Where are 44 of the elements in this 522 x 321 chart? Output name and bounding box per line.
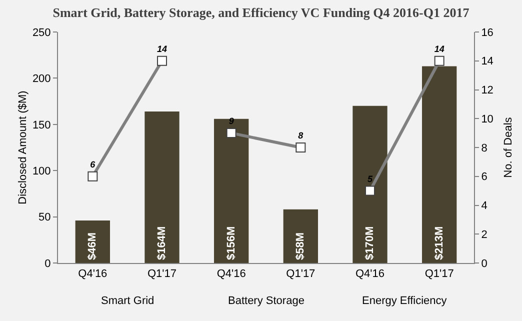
x-tick-label: Q1'17 bbox=[286, 268, 316, 280]
y2-tick-label: 12 bbox=[481, 84, 494, 97]
y2-axis-title: No. of Deals bbox=[502, 116, 514, 178]
data-label: 14 bbox=[156, 44, 168, 54]
y2-tick-label: 10 bbox=[481, 113, 494, 126]
x-tick-label: Q4'16 bbox=[78, 268, 108, 280]
y-tick-label: 150 bbox=[32, 119, 51, 132]
bar bbox=[214, 118, 249, 263]
data-label: 9 bbox=[228, 116, 234, 126]
y2-tick-label: 16 bbox=[481, 26, 494, 39]
data-label: 6 bbox=[90, 160, 96, 170]
text: Energy Efficiency bbox=[362, 295, 448, 307]
y2-tick-label: 0 bbox=[481, 258, 488, 270]
bar bbox=[422, 66, 457, 263]
y2-tick-label: 2 bbox=[481, 228, 488, 241]
y-tick-label: 100 bbox=[32, 165, 51, 178]
data-label: $46M bbox=[86, 232, 99, 260]
y-tick-label: 250 bbox=[32, 26, 51, 39]
data-label: $58M bbox=[294, 232, 307, 260]
data-label: 14 bbox=[434, 44, 444, 54]
data-label: $164M bbox=[156, 226, 168, 260]
chart-title: Smart Grid, Battery Storage, and Efficiency VC Funding Q4 2016-Q1 2017 bbox=[52, 5, 470, 20]
text: Smart Grid bbox=[101, 295, 154, 307]
x-tick-label: Q4'16 bbox=[216, 268, 246, 280]
y-axis-title: Disclosed Amount ($M) bbox=[17, 90, 29, 204]
data-label: 5 bbox=[367, 174, 374, 184]
x-tick-label: Q1'17 bbox=[147, 268, 177, 280]
y-tick-label: 200 bbox=[32, 73, 51, 86]
data-label: 8 bbox=[298, 130, 304, 141]
bar bbox=[283, 209, 318, 263]
text: Battery Storage bbox=[228, 295, 304, 307]
data-label: $213M bbox=[433, 226, 446, 260]
y2-tick-label: 8 bbox=[481, 142, 488, 154]
y2-tick-label: 14 bbox=[481, 56, 494, 68]
data-label: $156M bbox=[225, 226, 238, 260]
bar bbox=[144, 111, 180, 263]
y2-tick-label: 6 bbox=[481, 171, 488, 184]
y-tick-label: 50 bbox=[38, 212, 51, 224]
x-tick-label: Q4'16 bbox=[355, 268, 385, 280]
x-tick-label: Q1'17 bbox=[424, 268, 454, 280]
y2-tick-label: 4 bbox=[481, 200, 488, 212]
y-tick-label: 0 bbox=[44, 258, 51, 270]
data-label: $170M bbox=[364, 226, 376, 260]
bar bbox=[352, 106, 388, 263]
